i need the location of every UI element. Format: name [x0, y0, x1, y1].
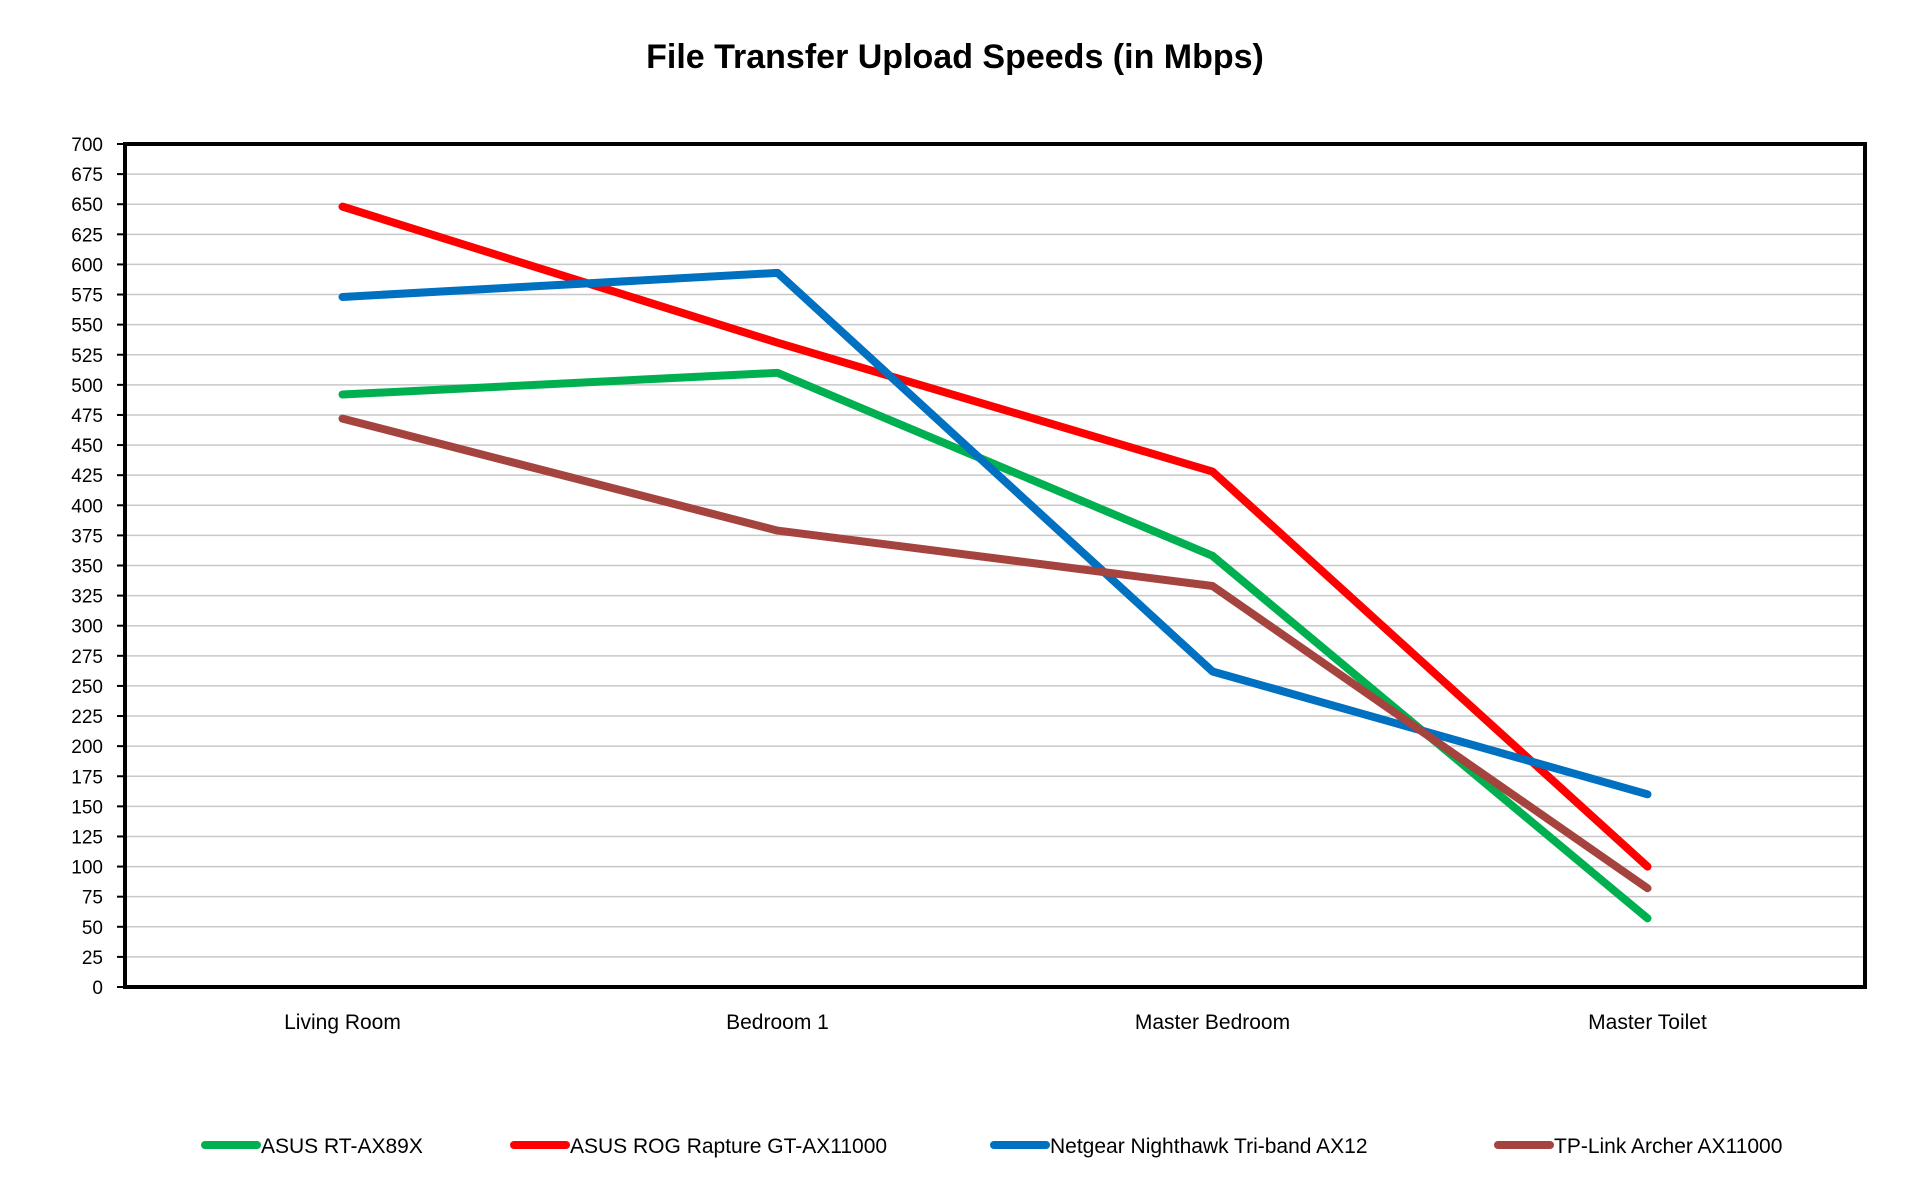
- y-tick-label: 225: [71, 707, 103, 728]
- legend-label: ASUS ROG Rapture GT-AX11000: [570, 1135, 887, 1158]
- series-line-2: [338, 202, 1652, 871]
- y-tick-label: 450: [71, 436, 103, 457]
- legend-label: TP-Link Archer AX11000: [1554, 1135, 1782, 1158]
- y-tick-label: 475: [71, 406, 103, 427]
- y-tick-label: 375: [71, 526, 103, 547]
- series-lines: [338, 202, 1652, 923]
- y-tick-label: 700: [71, 135, 103, 156]
- y-tick-label: 250: [71, 677, 103, 698]
- legend-label: ASUS RT-AX89X: [261, 1135, 423, 1158]
- y-tick-label: 200: [71, 737, 103, 758]
- legend: ASUS RT-AX89X ASUS ROG Rapture GT-AX11000…: [201, 1135, 1782, 1158]
- x-axis-ticks: Living Room Bedroom 1 Master Bedroom Master…: [284, 1011, 1707, 1034]
- y-tick-label: 625: [71, 225, 103, 246]
- y-tick-label: 550: [71, 316, 103, 337]
- y-tick-label: 325: [71, 587, 103, 608]
- plot-frame: [123, 142, 1867, 989]
- y-tick-label: 400: [71, 496, 103, 517]
- y-tick-label: 175: [71, 767, 103, 788]
- legend-label: Netgear Nighthawk Tri-band AX12: [1050, 1135, 1368, 1158]
- y-tick-label: 0: [92, 978, 103, 999]
- chart-title: File Transfer Upload Speeds (in Mbps): [646, 38, 1264, 76]
- x-tick-label: Master Bedroom: [1135, 1011, 1290, 1034]
- gridlines: [125, 173, 1865, 958]
- y-tick-label: 25: [82, 948, 103, 969]
- x-tick-label: Bedroom 1: [726, 1011, 829, 1034]
- y-axis-ticks: 0 25 50 75 100 125 150 175 200 225 250 275 300 325 350…: [71, 135, 125, 999]
- y-tick-label: 425: [71, 466, 103, 487]
- y-tick-label: 675: [71, 165, 103, 186]
- y-tick-label: 575: [71, 286, 103, 307]
- y-tick-label: 75: [82, 888, 103, 909]
- y-tick-label: 525: [71, 346, 103, 367]
- y-tick-label: 650: [71, 195, 103, 216]
- y-tick-label: 125: [71, 827, 103, 848]
- y-tick-label: 500: [71, 376, 103, 397]
- y-tick-label: 600: [71, 255, 103, 276]
- y-tick-label: 300: [71, 617, 103, 638]
- y-tick-label: 275: [71, 647, 103, 668]
- y-tick-label: 150: [71, 797, 103, 818]
- x-tick-label: Master Toilet: [1588, 1011, 1707, 1034]
- y-tick-label: 350: [71, 557, 103, 578]
- y-tick-label: 100: [71, 858, 103, 879]
- y-tick-label: 50: [82, 918, 103, 939]
- series-line-4: [338, 414, 1652, 893]
- x-tick-label: Living Room: [284, 1011, 401, 1034]
